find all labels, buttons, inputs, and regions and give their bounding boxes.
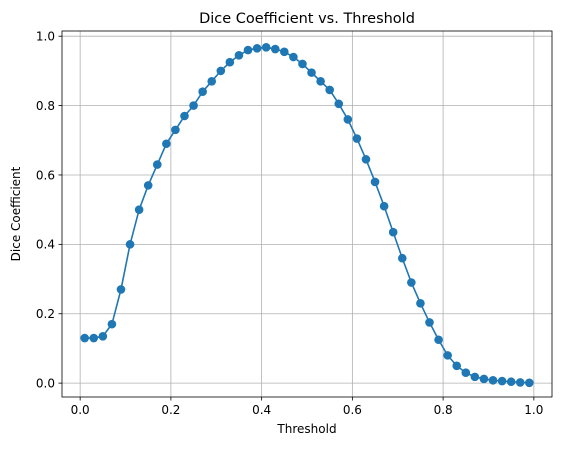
data-point: [497, 376, 507, 386]
data-point: [506, 377, 516, 387]
x-tick-label: 1.0: [524, 403, 543, 417]
data-point: [80, 333, 89, 343]
data-point: [261, 43, 271, 52]
data-point: [343, 115, 353, 124]
x-tick-label: 0.6: [343, 403, 362, 417]
data-point: [388, 227, 398, 237]
data-point: [416, 299, 425, 308]
data-point: [525, 378, 534, 388]
data-point: [180, 111, 189, 121]
data-point: [134, 205, 144, 214]
chart-title: Dice Coefficient vs. Threshold: [199, 11, 415, 27]
y-axis-label: Dice Coefficient: [9, 166, 23, 261]
data-point: [479, 374, 489, 384]
data-point: [352, 134, 362, 143]
data-point: [243, 45, 253, 55]
data-point: [425, 318, 434, 327]
data-point: [98, 331, 108, 341]
data-point: [289, 52, 298, 62]
data-point: [452, 361, 462, 371]
data-point: [252, 44, 262, 53]
data-point: [316, 77, 325, 86]
y-tick-label: 0.2: [36, 307, 55, 321]
data-point: [461, 368, 471, 378]
data-point: [198, 87, 207, 97]
data-point: [397, 253, 407, 263]
x-tick-label: 0.2: [161, 403, 180, 417]
x-tick-label: 0.4: [252, 403, 271, 417]
x-tick-label: 0.8: [434, 403, 453, 417]
data-point: [162, 139, 171, 149]
x-axis-ticks: 0.0 0.2 0.4 0.6 0.8 1.0: [71, 397, 543, 417]
data-point: [152, 160, 162, 169]
data-point: [488, 376, 498, 385]
data-point: [515, 378, 525, 387]
data-point: [225, 57, 235, 67]
data-point: [107, 319, 117, 329]
data-point: [361, 155, 371, 164]
y-axis-ticks: 0.0 0.2 0.4 0.6 0.8 1.0: [36, 30, 62, 390]
data-point: [280, 47, 289, 57]
x-axis-label: Threshold: [276, 422, 336, 436]
data-point: [143, 181, 153, 190]
series-layer: [80, 43, 534, 388]
data-point: [407, 278, 416, 287]
data-point: [334, 99, 344, 109]
x-tick-label: 0.0: [71, 403, 90, 417]
data-point: [325, 85, 334, 95]
data-point: [116, 285, 126, 294]
data-point: [434, 335, 443, 345]
data-point: [298, 59, 307, 69]
y-tick-label: 0.6: [36, 168, 55, 182]
y-tick-label: 0.0: [36, 376, 55, 390]
data-point: [171, 125, 180, 135]
y-tick-label: 0.4: [36, 238, 55, 252]
data-point: [370, 177, 380, 187]
grid: [62, 31, 552, 397]
data-point: [470, 372, 480, 382]
y-tick-label: 1.0: [36, 30, 55, 44]
data-point: [307, 68, 316, 77]
data-point: [234, 50, 244, 60]
data-point: [379, 201, 389, 211]
y-tick-label: 0.8: [36, 99, 55, 113]
data-point: [270, 44, 280, 54]
data-point: [443, 351, 452, 360]
data-point: [89, 333, 99, 343]
data-point: [207, 77, 217, 86]
data-point: [216, 66, 226, 76]
data-point: [125, 240, 135, 249]
axes-frame: [61, 30, 553, 398]
data-point: [189, 101, 198, 110]
